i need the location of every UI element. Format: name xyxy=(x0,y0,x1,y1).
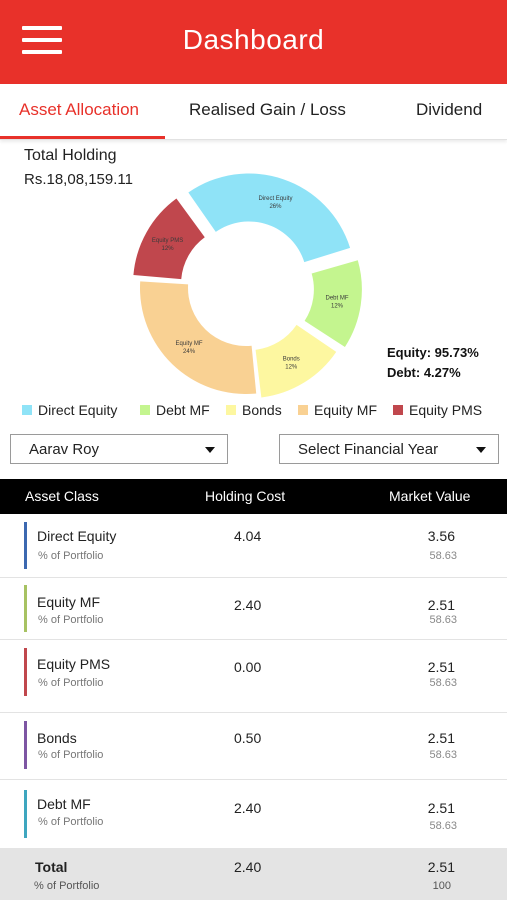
menu-line xyxy=(22,26,62,30)
row-color-bar xyxy=(24,790,27,838)
row-asset-name: Direct Equity xyxy=(37,528,117,544)
equity-percentage: Equity: 95.73% xyxy=(387,345,479,360)
row-asset-name: Equity PMS xyxy=(37,656,111,672)
total-row-market-value: 2.51 xyxy=(427,859,455,875)
table-row[interactable]: Bonds % of Portfolio 0.50 2.51 58.63 xyxy=(0,713,507,780)
row-holding-cost: 4.04 xyxy=(234,528,262,544)
total-row-portfolio-percent: 100 xyxy=(432,880,451,892)
row-color-bar xyxy=(24,522,27,569)
legend-swatch xyxy=(22,405,32,415)
total-row-label: Total xyxy=(35,859,68,875)
donut-slice-equity-pms xyxy=(133,198,205,280)
menu-line xyxy=(22,38,62,42)
row-market-value: 2.51 xyxy=(427,800,455,816)
row-holding-cost: 0.50 xyxy=(234,730,262,746)
app-bar: Dashboard xyxy=(0,0,507,84)
donut-slice-label: Bonds 12% xyxy=(283,356,300,370)
row-portfolio-percent: 58.63 xyxy=(429,677,457,689)
row-color-bar xyxy=(24,585,27,632)
donut-slice-direct-equity xyxy=(188,173,351,263)
tab-dividend[interactable]: Dividend xyxy=(416,100,483,119)
table-row[interactable]: Direct Equity % of Portfolio 4.04 3.56 5… xyxy=(0,514,507,578)
row-portfolio-label: % of Portfolio xyxy=(38,816,104,828)
legend-swatch xyxy=(393,405,403,415)
row-portfolio-percent: 58.63 xyxy=(429,550,457,562)
tab-asset-allocation[interactable]: Asset Allocation xyxy=(19,100,140,119)
total-holding-value: Rs.18,08,159.11 xyxy=(24,171,133,188)
legend-label: Equity MF xyxy=(314,402,378,418)
donut-slice-label: Equity PMS 12% xyxy=(152,238,183,252)
table-row[interactable]: Debt MF % of Portfolio 2.40 2.51 58.63 xyxy=(0,780,507,848)
page-title: Dashboard xyxy=(182,24,325,55)
donut-slice-bonds xyxy=(255,324,337,398)
row-market-value: 2.51 xyxy=(427,597,455,613)
row-asset-name: Equity MF xyxy=(37,594,101,610)
total-holding-label: Total Holding xyxy=(24,147,117,164)
caret-down-icon xyxy=(476,447,486,453)
legend-swatch xyxy=(226,405,236,415)
hamburger-menu-icon[interactable] xyxy=(22,24,62,58)
legend-label: Bonds xyxy=(242,402,282,418)
row-portfolio-label: % of Portfolio xyxy=(38,550,104,562)
total-row-holding-cost: 2.40 xyxy=(234,859,262,875)
menu-line xyxy=(22,50,62,54)
column-header-market-value: Market Value xyxy=(389,488,471,504)
debt-percentage: Debt: 4.27% xyxy=(387,365,461,380)
donut-slice-label: Equity MF 24% xyxy=(176,341,203,355)
caret-down-icon xyxy=(205,447,215,453)
row-market-value: 2.51 xyxy=(427,730,455,746)
donut-slice-label: Debt MF 12% xyxy=(325,295,348,309)
row-holding-cost: 2.40 xyxy=(234,800,262,816)
table-row[interactable]: Equity PMS % of Portfolio 0.00 2.51 58.6… xyxy=(0,640,507,713)
table-row[interactable]: Equity MF % of Portfolio 2.40 2.51 58.63 xyxy=(0,578,507,640)
row-portfolio-label: % of Portfolio xyxy=(38,677,104,689)
client-select[interactable]: Aarav Roy xyxy=(10,434,228,464)
tab-realised-gain-loss[interactable]: Realised Gain / Loss xyxy=(189,100,346,119)
row-asset-name: Debt MF xyxy=(37,796,91,812)
row-market-value: 2.51 xyxy=(427,659,455,675)
asset-allocation-donut-chart: Direct Equity 26% Debt MF 12% Bonds 12% Equity… xyxy=(133,173,362,398)
equity-debt-summary: Equity: 95.73% Debt: 4.27% xyxy=(387,343,479,383)
legend-swatch xyxy=(298,405,308,415)
row-portfolio-label: % of Portfolio xyxy=(38,614,104,626)
total-row-portfolio-label: % of Portfolio xyxy=(34,880,100,892)
legend-swatch xyxy=(140,405,150,415)
row-color-bar xyxy=(24,721,27,769)
legend-label: Direct Equity xyxy=(38,402,118,418)
row-asset-name: Bonds xyxy=(37,730,77,746)
row-portfolio-percent: 58.63 xyxy=(429,749,457,761)
financial-year-select-value: Select Financial Year xyxy=(298,441,439,458)
legend-label: Equity PMS xyxy=(409,402,483,418)
legend-label: Debt MF xyxy=(156,402,210,418)
row-market-value: 3.56 xyxy=(427,528,455,544)
column-header-holding-cost: Holding Cost xyxy=(205,488,286,504)
table-header: Asset Class Holding Cost Market Value xyxy=(0,479,507,514)
active-tab-indicator xyxy=(0,136,165,139)
donut-slice-label: Direct Equity 26% xyxy=(258,196,292,210)
column-header-asset-class: Asset Class xyxy=(25,488,99,504)
row-holding-cost: 0.00 xyxy=(234,659,262,675)
financial-year-select[interactable]: Select Financial Year xyxy=(279,434,499,464)
table-total-row: Total % of Portfolio 2.40 2.51 100 xyxy=(0,848,507,900)
row-portfolio-percent: 58.63 xyxy=(429,820,457,832)
row-portfolio-label: % of Portfolio xyxy=(38,749,104,761)
donut-slice-equity-mf xyxy=(139,281,257,394)
tab-bar: Asset Allocation Realised Gain / Loss Di… xyxy=(0,84,507,140)
row-holding-cost: 2.40 xyxy=(234,597,262,613)
client-select-value: Aarav Roy xyxy=(29,441,100,458)
donut-slice-debt-mf xyxy=(304,260,362,347)
row-color-bar xyxy=(24,648,27,696)
row-portfolio-percent: 58.63 xyxy=(429,614,457,626)
